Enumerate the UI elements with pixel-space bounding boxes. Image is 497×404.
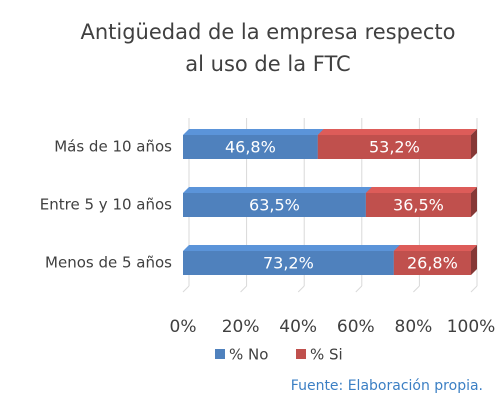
bar	[183, 251, 394, 275]
bar-top	[393, 245, 477, 251]
grid-line	[182, 285, 190, 293]
value-label: 63,5%	[249, 196, 300, 215]
value-label: 53,2%	[369, 138, 420, 157]
grid-line	[413, 285, 420, 293]
y-tick-label: Entre 5 y 10 años	[40, 196, 172, 214]
bar-top	[183, 187, 372, 193]
x-tick-label: 20%	[222, 317, 260, 337]
bar	[365, 193, 471, 217]
x-tick-label: 0%	[170, 317, 197, 337]
grid-line	[297, 285, 305, 293]
bar	[183, 193, 366, 217]
grid-line	[355, 285, 363, 293]
legend-swatch	[215, 349, 225, 359]
legend-label: % No	[229, 346, 268, 364]
bar	[317, 135, 471, 159]
bar	[393, 251, 471, 275]
x-tick-label: 80%	[395, 317, 433, 337]
legend-label: % Si	[310, 346, 343, 364]
bar-side	[471, 245, 477, 275]
y-tick-label: Más de 10 años	[54, 138, 172, 156]
bar-top	[183, 245, 400, 251]
chart-title: Antigüedad de la empresa respecto	[80, 20, 455, 44]
source-note: Fuente: Elaboración propia.	[291, 378, 483, 394]
value-label: 46,8%	[225, 138, 276, 157]
bar-top	[183, 129, 324, 135]
value-label: 26,8%	[407, 254, 458, 273]
value-label: 36,5%	[393, 196, 444, 215]
x-tick-label: 60%	[337, 317, 375, 337]
legend-swatch	[296, 349, 306, 359]
y-tick-label: Menos de 5 años	[45, 254, 172, 272]
x-tick-label: 100%	[447, 317, 496, 337]
grid-line	[240, 285, 247, 293]
bar-top	[317, 129, 477, 135]
bar-side	[471, 129, 477, 159]
bar-side	[471, 187, 477, 217]
x-tick-label: 40%	[279, 317, 317, 337]
value-label: 73,2%	[263, 254, 314, 273]
bar-top	[365, 187, 477, 193]
bar	[183, 135, 318, 159]
chart-title: al uso de la FTC	[185, 52, 350, 76]
grid-line	[470, 285, 478, 293]
